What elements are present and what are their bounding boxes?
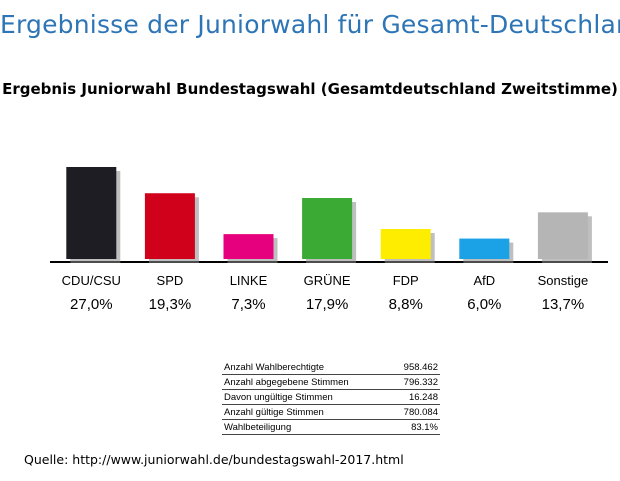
table-row: Anzahl gültige Stimmen 780.084 xyxy=(222,404,440,420)
table-row: Anzahl Wahlberechtigte 958.462 xyxy=(222,360,440,375)
bar-afd xyxy=(459,238,510,259)
value-label: 13,7% xyxy=(542,296,585,313)
table-row: Wahlbeteiligung 83.1% xyxy=(222,419,440,435)
category-label: AfD xyxy=(473,273,495,288)
bar-sonstige xyxy=(537,212,588,259)
stat-label: Davon ungültige Stimmen xyxy=(222,389,390,405)
category-label: LINKE xyxy=(230,273,268,288)
results-table: Anzahl Wahlberechtigte 958.462 Anzahl abge… xyxy=(222,360,440,435)
category-label: CDU/CSU xyxy=(62,273,121,288)
bar-chart: CDU/CSU 27,0% SPD 19,3% LINKE 7,3% GRÜNE 17,9% F… xyxy=(50,167,608,313)
source-note: Quelle: http://www.juniorwahl.de/bundest… xyxy=(24,452,404,467)
chart-title: Ergebnis Juniorwahl Bundestagswahl (Gesa… xyxy=(2,80,618,98)
bar-fdp xyxy=(380,229,431,259)
stat-value: 780.084 xyxy=(389,404,440,420)
category-label: GRÜNE xyxy=(304,273,351,288)
stat-value: 796.332 xyxy=(389,374,440,390)
value-label: 17,9% xyxy=(306,296,349,313)
stat-label: Anzahl gültige Stimmen xyxy=(222,404,390,420)
value-label: 6,0% xyxy=(467,296,501,313)
value-label: 7,3% xyxy=(231,296,265,313)
value-label: 8,8% xyxy=(389,296,423,313)
stat-value: 16.248 xyxy=(389,389,440,405)
stat-value: 83.1% xyxy=(389,419,440,435)
page-title: Ergebnisse der Juniorwahl für Gesamt-Deu… xyxy=(0,10,620,39)
stat-label: Wahlbeteiligung xyxy=(222,419,390,435)
table-row: Anzahl abgegebene Stimmen 796.332 xyxy=(222,374,440,390)
bar-cdu-csu xyxy=(66,167,117,259)
bar-spd xyxy=(144,193,195,259)
category-label: Sonstige xyxy=(538,273,589,288)
stat-label: Anzahl Wahlberechtigte xyxy=(222,360,390,375)
stat-label: Anzahl abgegebene Stimmen xyxy=(222,374,390,390)
category-label: SPD xyxy=(157,273,184,288)
value-label: 19,3% xyxy=(149,296,192,313)
table-row: Davon ungültige Stimmen 16.248 xyxy=(222,389,440,405)
stat-value: 958.462 xyxy=(389,360,440,375)
bar-gr-ne xyxy=(302,198,353,259)
bar-linke xyxy=(223,234,274,259)
value-label: 27,0% xyxy=(70,296,113,313)
category-label: FDP xyxy=(393,273,419,288)
